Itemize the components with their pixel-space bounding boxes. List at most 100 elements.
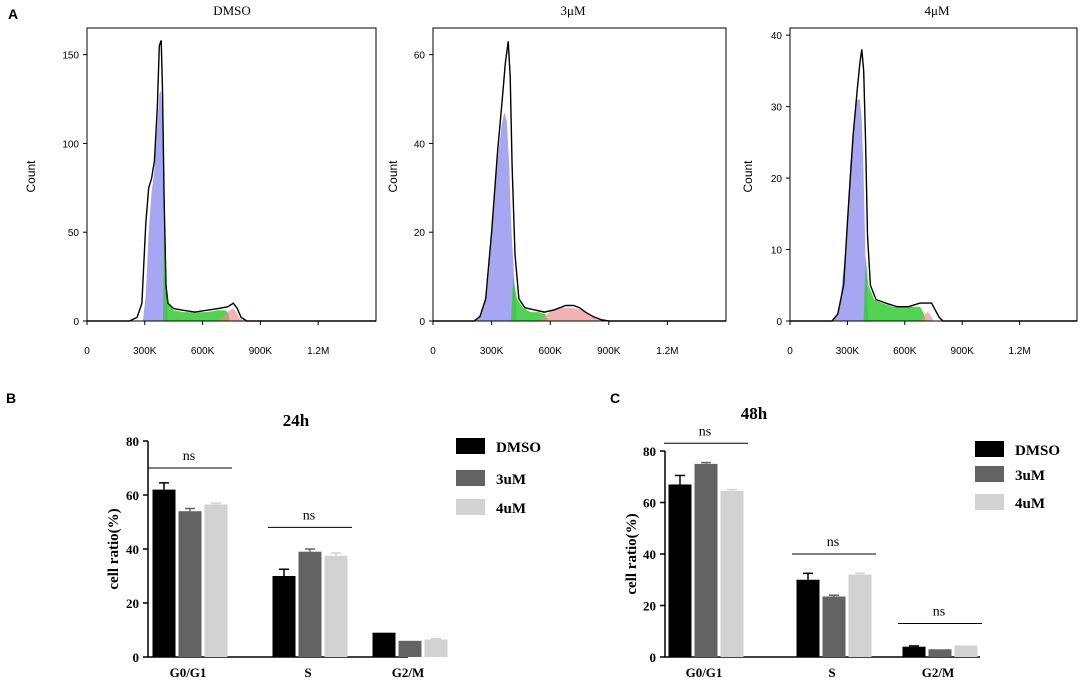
x-tick-label: 1.2M <box>307 346 329 357</box>
s-phase-fill <box>863 256 926 321</box>
x-tick-label: 1.2M <box>656 346 678 357</box>
significance-label: ns <box>303 508 315 523</box>
y-tick-label: 80 <box>126 434 139 449</box>
y-tick-label: 40 <box>414 139 426 150</box>
y-tick-label: 100 <box>62 139 79 150</box>
y-tick-label: 0 <box>650 650 657 665</box>
y-axis-label: cell ratio(%) <box>106 508 122 589</box>
x-tick-label: 0 <box>84 346 90 357</box>
y-tick-label: 60 <box>126 488 139 503</box>
bar-chart: 24h 0 20 40 60 80 cell ratio(%) G0/G1 S G2/M ns ns D… <box>106 411 541 680</box>
y-axis-label: Count <box>24 160 38 193</box>
legend-label: 3uM <box>496 472 526 488</box>
x-tick-label: 600K <box>893 346 917 357</box>
bar <box>298 551 322 657</box>
panel-letter-c: C <box>610 390 620 406</box>
legend-label: 3uM <box>1015 468 1045 484</box>
category-label: G0/G1 <box>686 665 723 680</box>
x-tick-label: 900K <box>249 346 273 357</box>
histogram-outline <box>790 49 1077 322</box>
bar <box>204 504 228 657</box>
bar <box>902 646 926 657</box>
category-label: G2/M <box>922 665 955 680</box>
category-label: G0/G1 <box>170 665 207 680</box>
y-tick-label: 40 <box>771 31 783 42</box>
significance-label: ns <box>827 535 839 550</box>
y-axis-label: Count <box>741 160 755 193</box>
y-tick-label: 0 <box>419 317 425 328</box>
legend-label: DMSO <box>1015 443 1060 459</box>
y-tick-label: 20 <box>414 228 426 239</box>
category-label: S <box>828 665 835 680</box>
y-tick-label: 40 <box>126 542 139 557</box>
legend-swatch <box>975 494 1004 510</box>
x-tick-label: 300K <box>480 346 504 357</box>
legend-swatch <box>975 466 1004 482</box>
g2m-peak-fill <box>538 307 601 321</box>
bar-chart-title: 24h <box>283 411 310 430</box>
histogram-outline <box>87 40 376 322</box>
bar <box>372 632 396 657</box>
panel-letter-b: B <box>6 390 16 406</box>
plot-frame <box>86 27 377 322</box>
x-tick-label: 0 <box>787 346 793 357</box>
y-tick-label: 40 <box>643 547 656 562</box>
y-tick-label: 150 <box>62 51 79 62</box>
plot-frame <box>789 27 1078 322</box>
y-tick-label: 20 <box>643 599 656 614</box>
bar <box>720 490 744 657</box>
g1-peak-fill <box>476 112 517 321</box>
y-tick-label: 20 <box>771 174 783 185</box>
y-tick-label: 60 <box>643 496 656 511</box>
bar <box>848 574 872 657</box>
y-axis-label: Count <box>386 160 400 193</box>
bar <box>694 463 718 657</box>
s-phase-fill <box>511 276 549 321</box>
legend-label: 4uM <box>496 501 526 517</box>
y-tick-label: 0 <box>73 317 79 328</box>
category-label: G2/M <box>392 665 425 680</box>
y-tick-label: 30 <box>771 103 783 114</box>
legend-label: DMSO <box>496 440 541 456</box>
bar <box>928 649 952 657</box>
x-tick-label: 300K <box>133 346 157 357</box>
bar <box>954 645 978 657</box>
bar <box>822 596 846 657</box>
bar <box>178 511 202 657</box>
y-tick-label: 60 <box>414 51 426 62</box>
bar <box>668 484 692 657</box>
y-tick-label: 20 <box>126 596 139 611</box>
g1-peak-fill <box>834 99 869 321</box>
histogram-title: 4μM <box>924 3 949 18</box>
x-tick-label: 1.2M <box>1008 346 1030 357</box>
x-tick-label: 900K <box>951 346 975 357</box>
x-tick-label: 600K <box>191 346 215 357</box>
bar <box>424 639 448 657</box>
y-tick-label: 80 <box>643 444 656 459</box>
y-tick-label: 0 <box>776 317 782 328</box>
legend-swatch <box>456 499 485 515</box>
bar-chart: 48h 0 20 40 60 80 cell ratio(%) G0/G1 S G2/M ns ns n… <box>624 404 1060 680</box>
bar-chart-title: 48h <box>741 404 768 423</box>
g2m-peak-fill <box>920 311 934 321</box>
legend-swatch <box>456 438 485 454</box>
histogram-title: DMSO <box>213 3 251 18</box>
bar <box>272 576 296 657</box>
legend-swatch <box>975 441 1004 457</box>
histogram-chart: 4μM 0 10 20 30 40 0 300K 600K 900K 1.2M Count <box>741 3 1078 357</box>
plot-frame <box>432 27 727 322</box>
x-tick-label: 900K <box>597 346 621 357</box>
significance-label: ns <box>183 449 195 464</box>
category-label: S <box>304 665 311 680</box>
x-tick-label: 0 <box>430 346 436 357</box>
panel-letter-a: A <box>8 6 18 22</box>
y-axis-label: cell ratio(%) <box>624 513 640 594</box>
g1-peak-fill <box>142 90 168 321</box>
x-tick-label: 600K <box>539 346 563 357</box>
histogram-chart: DMSO 0 50 100 150 0 300K 600K 900K 1.2M Count <box>24 3 377 357</box>
g2m-peak-fill <box>218 308 244 321</box>
legend-swatch <box>456 470 485 486</box>
bar <box>398 640 422 657</box>
bar <box>324 555 348 657</box>
